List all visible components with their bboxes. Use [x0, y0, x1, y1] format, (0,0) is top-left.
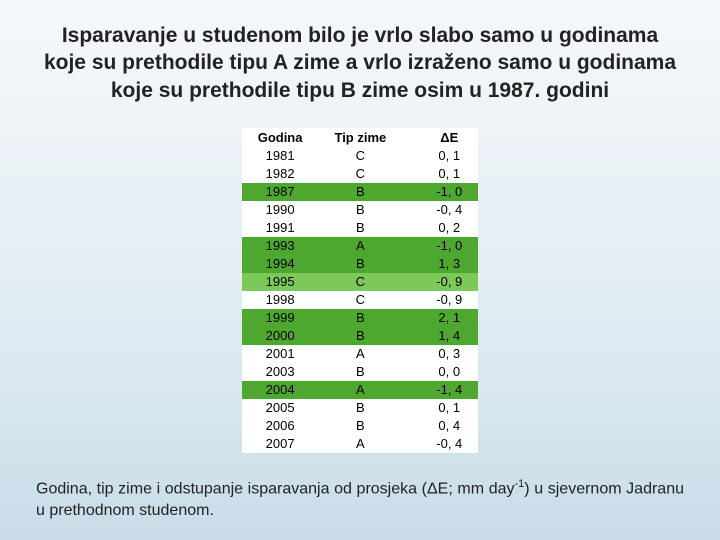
- slide-title: Isparavanje u studenom bilo je vrlo slab…: [32, 22, 688, 104]
- slide-container: Isparavanje u studenom bilo je vrlo slab…: [0, 0, 720, 540]
- cell-delta: -1, 0: [402, 237, 478, 255]
- cell-year: 2007: [242, 435, 319, 453]
- cell-type: B: [318, 201, 402, 219]
- table-body: 1981C0, 11982C0, 11987B-1, 01990B-0, 419…: [242, 147, 479, 453]
- table-row: 1999B2, 1: [242, 309, 479, 327]
- cell-year: 1993: [242, 237, 319, 255]
- cell-type: B: [318, 219, 402, 237]
- col-header-delta: ΔE: [402, 128, 478, 147]
- cell-delta: 0, 0: [402, 363, 478, 381]
- cell-delta: 0, 2: [402, 219, 478, 237]
- cell-type: C: [318, 165, 402, 183]
- cell-year: 1991: [242, 219, 319, 237]
- cell-year: 2004: [242, 381, 319, 399]
- cell-type: B: [318, 255, 402, 273]
- cell-type: C: [318, 273, 402, 291]
- cell-type: B: [318, 309, 402, 327]
- cell-year: 2005: [242, 399, 319, 417]
- cell-type: A: [318, 237, 402, 255]
- cell-type: B: [318, 363, 402, 381]
- cell-delta: -0, 9: [402, 291, 478, 309]
- cell-year: 1998: [242, 291, 319, 309]
- table-wrapper: Godina Tip zime ΔE 1981C0, 11982C0, 1198…: [32, 122, 688, 468]
- table-row: 2004A-1, 4: [242, 381, 479, 399]
- cell-delta: -0, 4: [402, 201, 478, 219]
- table-row: 1993A-1, 0: [242, 237, 479, 255]
- cell-type: A: [318, 435, 402, 453]
- cell-type: A: [318, 381, 402, 399]
- cell-delta: 0, 4: [402, 417, 478, 435]
- table-row: 1998C-0, 9: [242, 291, 479, 309]
- cell-delta: 0, 1: [402, 399, 478, 417]
- cell-delta: 0, 1: [402, 147, 478, 165]
- table-row: 1982C0, 1: [242, 165, 479, 183]
- cell-delta: -1, 0: [402, 183, 478, 201]
- cell-delta: 0, 1: [402, 165, 478, 183]
- slide-caption: Godina, tip zime i odstupanje isparavanj…: [32, 467, 688, 522]
- cell-type: C: [318, 147, 402, 165]
- table-row: 1990B-0, 4: [242, 201, 479, 219]
- cell-year: 1981: [242, 147, 319, 165]
- table-row: 2005B0, 1: [242, 399, 479, 417]
- cell-year: 1987: [242, 183, 319, 201]
- cell-year: 2000: [242, 327, 319, 345]
- col-header-type: Tip zime: [318, 128, 402, 147]
- cell-type: B: [318, 327, 402, 345]
- table-row: 1994B1, 3: [242, 255, 479, 273]
- table-row: 2001A0, 3: [242, 345, 479, 363]
- table-row: 2007A-0, 4: [242, 435, 479, 453]
- data-table: Godina Tip zime ΔE 1981C0, 11982C0, 1198…: [242, 128, 479, 453]
- cell-year: 1995: [242, 273, 319, 291]
- table-row: 2000B1, 4: [242, 327, 479, 345]
- table-row: 1981C0, 1: [242, 147, 479, 165]
- caption-text-prefix: Godina, tip zime i odstupanje isparavanj…: [36, 481, 515, 498]
- cell-year: 1982: [242, 165, 319, 183]
- table-row: 2003B0, 0: [242, 363, 479, 381]
- table-row: 1987B-1, 0: [242, 183, 479, 201]
- caption-superscript: -1: [515, 478, 525, 490]
- cell-year: 1999: [242, 309, 319, 327]
- cell-year: 2003: [242, 363, 319, 381]
- cell-year: 2001: [242, 345, 319, 363]
- cell-year: 1990: [242, 201, 319, 219]
- table-row: 1995C-0, 9: [242, 273, 479, 291]
- cell-type: A: [318, 345, 402, 363]
- cell-delta: 1, 3: [402, 255, 478, 273]
- cell-delta: -1, 4: [402, 381, 478, 399]
- cell-type: B: [318, 399, 402, 417]
- cell-delta: 2, 1: [402, 309, 478, 327]
- table-header-row: Godina Tip zime ΔE: [242, 128, 479, 147]
- cell-delta: -0, 9: [402, 273, 478, 291]
- table-row: 1991B0, 2: [242, 219, 479, 237]
- cell-type: C: [318, 291, 402, 309]
- cell-year: 2006: [242, 417, 319, 435]
- cell-delta: 0, 3: [402, 345, 478, 363]
- cell-delta: 1, 4: [402, 327, 478, 345]
- col-header-year: Godina: [242, 128, 319, 147]
- cell-delta: -0, 4: [402, 435, 478, 453]
- cell-type: B: [318, 183, 402, 201]
- table-row: 2006B0, 4: [242, 417, 479, 435]
- cell-type: B: [318, 417, 402, 435]
- cell-year: 1994: [242, 255, 319, 273]
